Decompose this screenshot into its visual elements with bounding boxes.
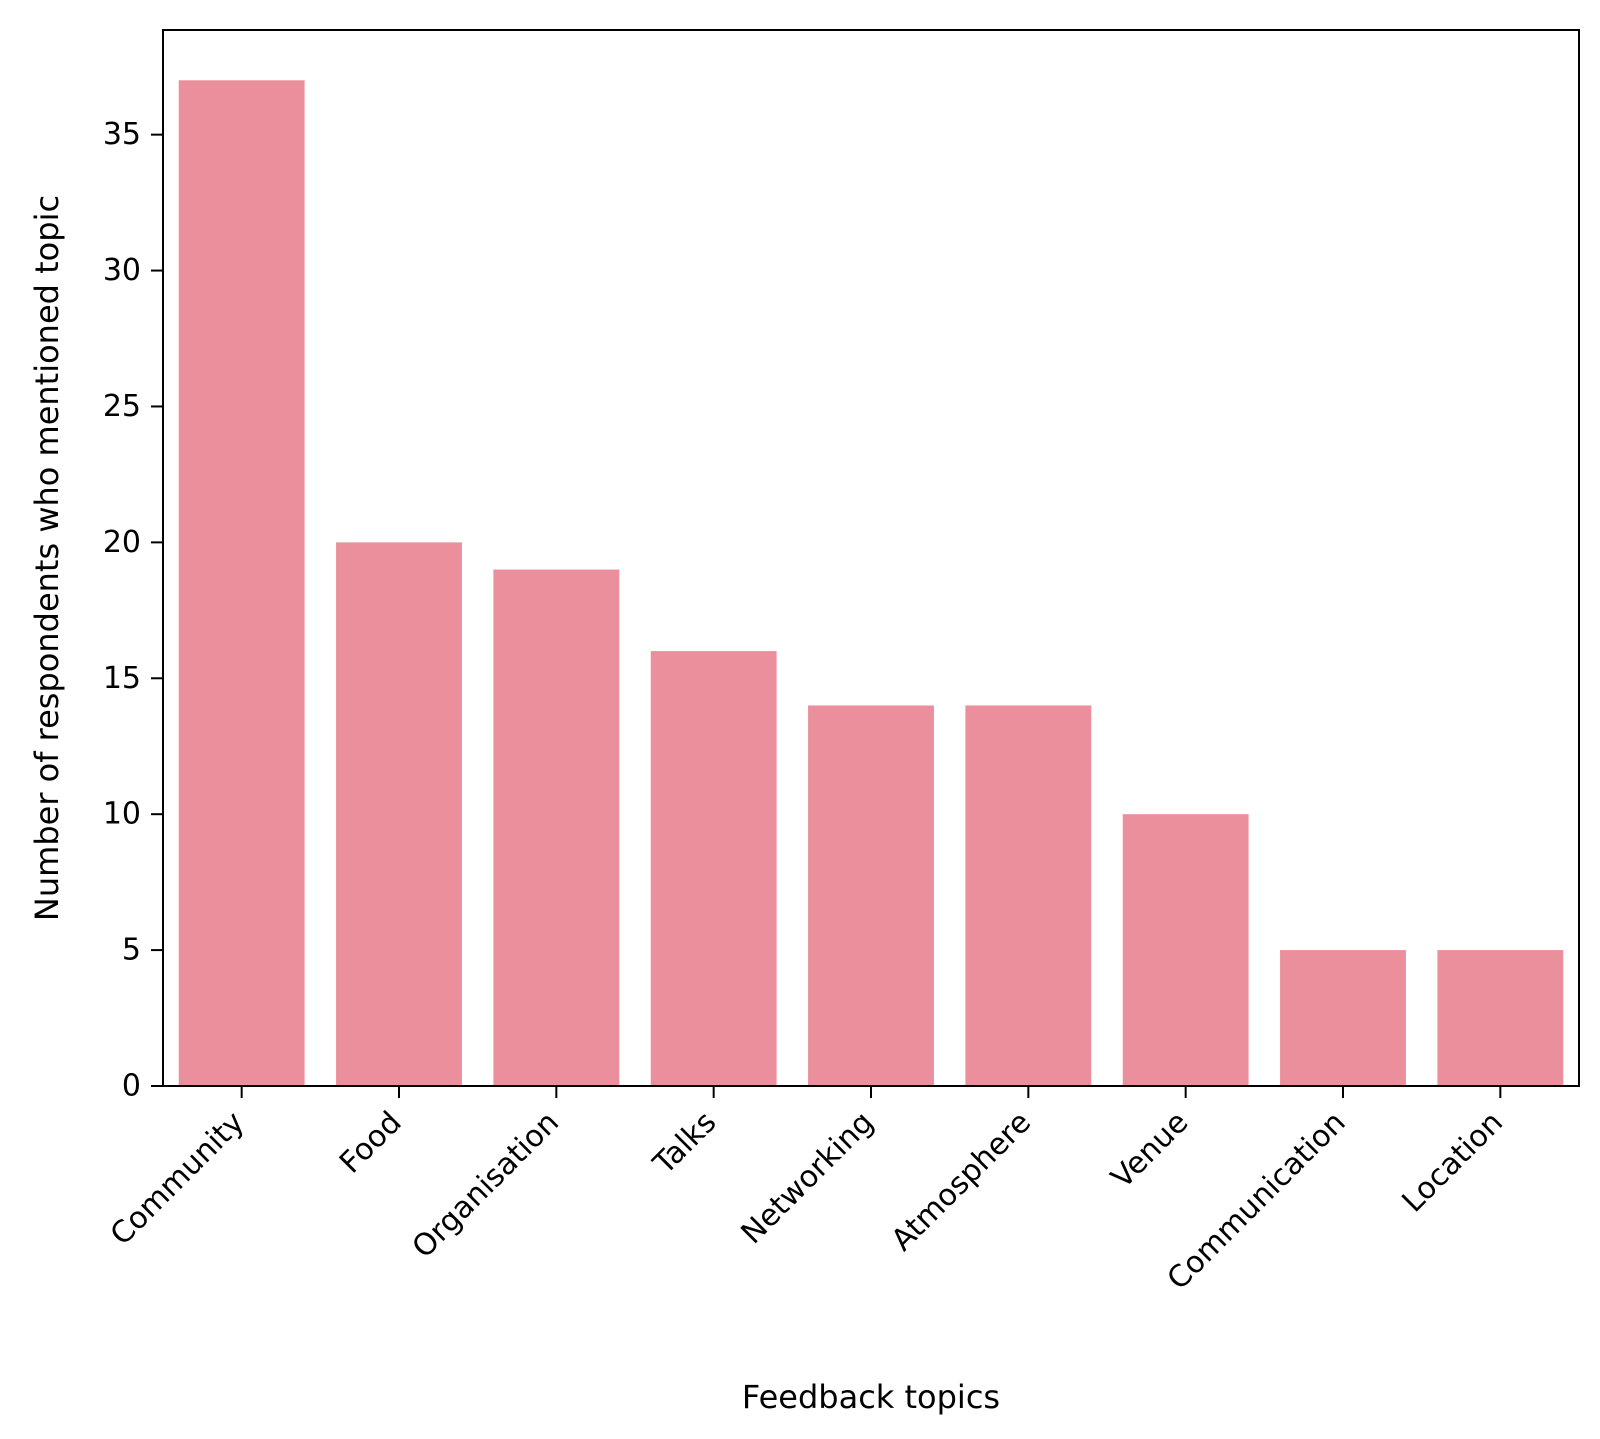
x-tick-label: Atmosphere <box>885 1105 1038 1258</box>
x-tick-label: Community <box>104 1105 252 1253</box>
bar-community <box>178 80 305 1087</box>
bar-organisation <box>493 569 620 1086</box>
x-tick-label: Organisation <box>406 1105 566 1265</box>
y-axis-ticks: 0 5 10 15 20 25 30 35 <box>103 117 163 1104</box>
bar-food <box>336 542 462 1086</box>
y-axis-label: Number of respondents who mentioned topi… <box>28 195 66 921</box>
y-tick-label: 15 <box>103 661 141 696</box>
y-tick-label: 25 <box>103 389 141 424</box>
y-tick-label: 5 <box>122 933 141 968</box>
y-tick-label: 35 <box>103 117 141 152</box>
bar-communication <box>1280 950 1406 1086</box>
x-axis-label: Feedback topics <box>742 1378 1000 1416</box>
y-tick-label: 0 <box>122 1069 141 1104</box>
bar-venue <box>1122 814 1249 1086</box>
plot-area-frame <box>162 29 1580 1087</box>
x-tick-label: Food <box>333 1105 409 1181</box>
x-tick-label: Venue <box>1105 1105 1196 1196</box>
bar-location <box>1437 950 1564 1086</box>
x-tick-label: Networking <box>735 1105 881 1251</box>
x-tick-label: Talks <box>646 1105 723 1182</box>
y-tick-label: 30 <box>103 253 141 288</box>
bar-atmosphere <box>965 705 1092 1086</box>
bar-networking <box>808 705 934 1086</box>
x-tick-label: Location <box>1396 1105 1510 1219</box>
y-tick-label: 20 <box>103 525 141 560</box>
y-tick-label: 10 <box>103 797 141 832</box>
bar-talks <box>650 651 777 1086</box>
bars-group <box>178 80 1564 1087</box>
